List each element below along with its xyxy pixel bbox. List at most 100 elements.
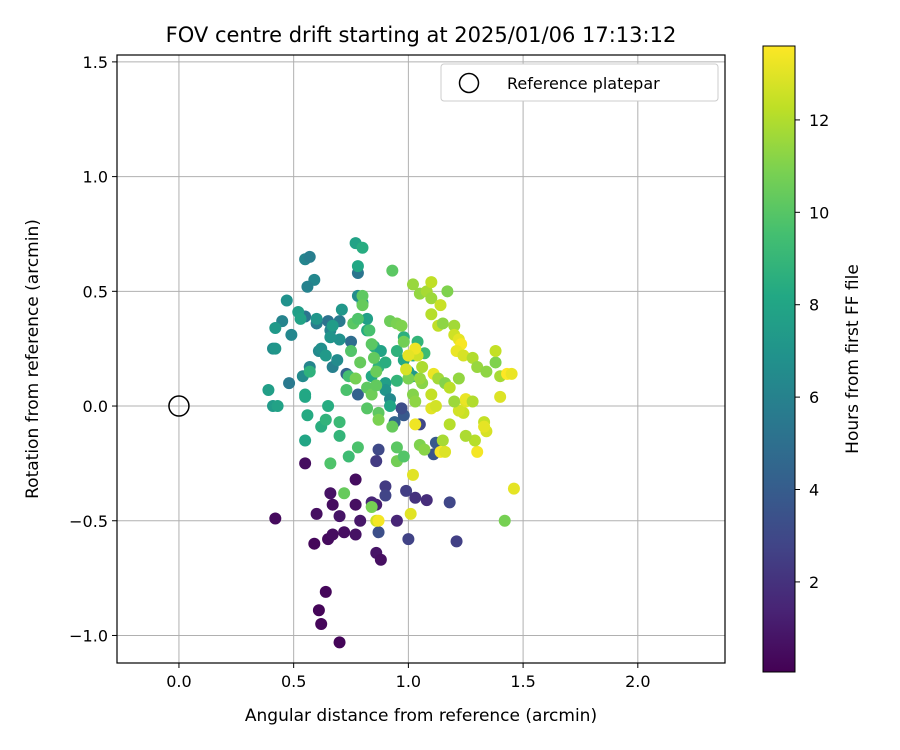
data-point xyxy=(326,319,339,332)
data-point xyxy=(402,372,415,385)
data-point xyxy=(303,365,316,378)
y-tick-label: −1.0 xyxy=(69,626,108,645)
data-point xyxy=(365,388,378,401)
data-point xyxy=(340,383,353,396)
data-point xyxy=(436,317,449,330)
data-point xyxy=(271,400,284,413)
data-point xyxy=(507,482,520,495)
data-point xyxy=(319,413,332,426)
data-point xyxy=(466,351,479,364)
y-tick-label: −0.5 xyxy=(69,512,108,531)
data-point xyxy=(315,617,328,630)
data-point xyxy=(395,402,408,415)
data-point xyxy=(349,473,362,486)
data-point xyxy=(269,322,282,335)
y-tick-label: 1.0 xyxy=(83,168,108,187)
y-axis-ticks: −1.0 −0.5 0.0 0.5 1.0 1.5 xyxy=(69,53,117,645)
data-point xyxy=(349,498,362,511)
data-point xyxy=(310,507,323,520)
colorbar-tick-label: 4 xyxy=(809,481,819,500)
y-tick-label: 0.0 xyxy=(83,397,108,416)
data-point xyxy=(324,487,337,500)
data-point xyxy=(333,333,346,346)
data-point xyxy=(480,365,493,378)
data-point xyxy=(420,494,433,507)
data-point xyxy=(436,434,449,447)
data-point xyxy=(319,349,332,362)
x-axis-label: Angular distance from reference (arcmin) xyxy=(245,706,597,726)
data-point xyxy=(303,250,316,263)
data-point xyxy=(425,292,438,305)
data-point xyxy=(372,526,385,539)
data-point xyxy=(372,413,385,426)
data-point xyxy=(299,390,312,403)
data-point xyxy=(466,395,479,408)
data-point xyxy=(478,420,491,433)
data-point xyxy=(326,498,339,511)
colorbar-ticks: 2 4 6 8 10 12 xyxy=(795,111,829,592)
reference-platepar-marker xyxy=(168,395,190,417)
data-point xyxy=(349,528,362,541)
data-point xyxy=(425,388,438,401)
data-point xyxy=(367,351,380,364)
data-point xyxy=(356,299,369,312)
data-point xyxy=(498,514,511,527)
data-point xyxy=(345,335,358,348)
data-point xyxy=(322,400,335,413)
colorbar: 2 4 6 8 10 12 Hours from first FF file xyxy=(762,45,863,673)
data-point xyxy=(333,636,346,649)
colorbar-label: Hours from first FF file xyxy=(843,264,863,454)
data-point xyxy=(406,468,419,481)
data-point xyxy=(345,344,358,357)
data-point xyxy=(312,604,325,617)
data-point xyxy=(390,441,403,454)
x-tick-label: 2.0 xyxy=(625,672,650,691)
data-point xyxy=(269,342,282,355)
data-point xyxy=(416,361,429,374)
y-tick-label: 0.5 xyxy=(83,282,108,301)
x-tick-label: 0.0 xyxy=(166,672,191,691)
data-point xyxy=(324,457,337,470)
colorbar-tick-label: 12 xyxy=(809,111,829,130)
colorbar-tick-label: 6 xyxy=(809,388,819,407)
data-point xyxy=(338,487,351,500)
data-point xyxy=(356,241,369,254)
data-point xyxy=(379,383,392,396)
data-point xyxy=(441,285,454,298)
data-point xyxy=(406,278,419,291)
colorbar-tick-label: 8 xyxy=(809,296,819,315)
data-point xyxy=(326,528,339,541)
data-point xyxy=(361,312,374,325)
data-point xyxy=(386,264,399,277)
x-tick-label: 0.5 xyxy=(281,672,306,691)
legend-marker xyxy=(458,72,480,94)
data-point xyxy=(434,299,447,312)
data-point xyxy=(395,319,408,332)
y-tick-label: 1.5 xyxy=(83,53,108,72)
data-point xyxy=(374,553,387,566)
data-point xyxy=(365,338,378,351)
data-point xyxy=(494,390,507,403)
data-point xyxy=(338,526,351,539)
legend-box xyxy=(440,63,719,102)
data-point xyxy=(468,434,481,447)
data-point xyxy=(361,402,374,415)
data-point xyxy=(450,535,463,548)
data-point xyxy=(262,383,275,396)
legend: Reference platepar xyxy=(440,63,719,102)
data-point xyxy=(425,308,438,321)
data-point xyxy=(386,420,399,433)
plot-frame xyxy=(116,54,726,664)
data-point xyxy=(390,514,403,527)
data-point xyxy=(400,484,413,497)
data-point xyxy=(301,409,314,422)
data-point xyxy=(379,480,392,493)
colorbar-gradient xyxy=(762,45,796,673)
data-point xyxy=(448,319,461,332)
x-tick-label: 1.5 xyxy=(510,672,535,691)
data-point xyxy=(335,303,348,316)
data-point xyxy=(390,374,403,387)
data-point xyxy=(333,429,346,442)
data-point xyxy=(443,496,456,509)
